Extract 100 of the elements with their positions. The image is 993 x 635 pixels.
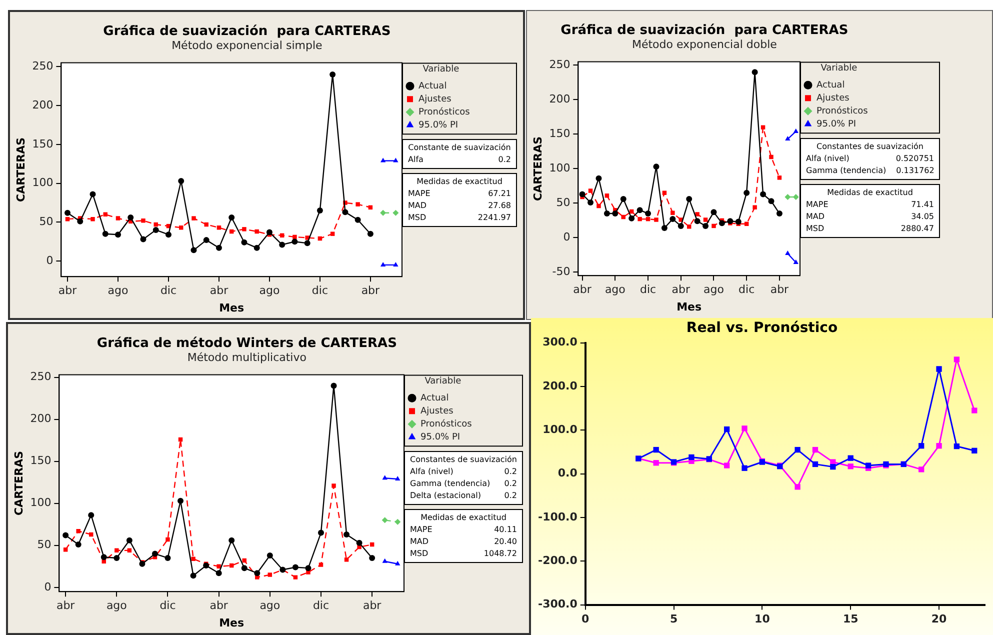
point	[75, 542, 82, 548]
x-tick-label: abr	[672, 283, 690, 296]
y-tick-label: 250	[32, 60, 54, 73]
point	[114, 554, 120, 561]
y-axis-title: CARTERAS	[14, 137, 28, 202]
point	[794, 484, 800, 490]
chart-subtitle: Método exponencial doble	[632, 38, 778, 52]
point	[760, 125, 766, 130]
legend-label: Pronósticos	[418, 106, 470, 118]
point	[344, 558, 349, 562]
point	[241, 239, 248, 246]
legend-label: Actual	[418, 81, 447, 92]
point	[139, 560, 146, 567]
point	[203, 237, 210, 244]
x-tick-label: abr	[770, 283, 790, 296]
point	[367, 230, 374, 237]
point	[688, 454, 694, 460]
point	[141, 218, 146, 223]
point	[330, 382, 337, 389]
x-tick-label: ago	[259, 284, 280, 298]
point	[654, 218, 658, 222]
point	[769, 154, 774, 160]
x-tick-label: ago	[704, 283, 724, 296]
y-tick-label: 0	[46, 254, 54, 267]
x-tick-label: ago	[106, 599, 128, 612]
text: Constante de suavización Alfa 0.2	[408, 142, 511, 164]
point	[848, 455, 854, 461]
point	[776, 210, 782, 217]
point	[254, 244, 260, 251]
point	[936, 443, 942, 449]
x-tick-label: 10	[754, 612, 770, 626]
point	[356, 202, 360, 206]
y-tick-label: 100	[32, 176, 54, 190]
point	[190, 572, 196, 579]
point	[752, 205, 757, 210]
point	[178, 178, 184, 184]
point	[727, 218, 734, 224]
y-tick-label: 150	[32, 137, 54, 150]
point	[279, 242, 286, 248]
text: Constantes de suavización Alfa (nivel) 0.2 Gamma (tendencia) 0.2 Delta (estacional) 0.2	[410, 454, 517, 500]
legend-title: Variable	[424, 376, 462, 387]
point	[204, 222, 208, 227]
point	[694, 218, 700, 224]
point	[653, 446, 659, 453]
y-tick-label: 0.0	[558, 466, 578, 480]
x-tick-label: 0	[582, 612, 590, 626]
point	[102, 230, 108, 237]
x-tick-label: dic	[312, 284, 328, 298]
point	[645, 210, 652, 217]
point	[742, 426, 748, 432]
point	[620, 196, 626, 202]
y-axis-title: CARTERAS	[531, 136, 544, 201]
point	[653, 460, 659, 466]
point	[936, 366, 942, 372]
text: Constantes de suavización Alfa (nivel) 0.520751 Gamma (tendencia) 0.131762	[806, 142, 934, 175]
point	[588, 199, 594, 206]
point	[292, 564, 298, 570]
point	[100, 554, 107, 560]
point	[266, 552, 273, 558]
x-tick-label: dic	[160, 284, 177, 298]
point	[126, 537, 132, 544]
point	[356, 540, 362, 546]
point	[62, 532, 69, 538]
text: Medidas de exactitud MAPE 67.21 MAD 27.68 MSD 2241.97	[408, 176, 511, 222]
point	[152, 226, 159, 233]
text: Medidas de exactitud MAPE 71.41 MAD 34.05 MSD 2880.47	[806, 188, 934, 233]
point	[304, 240, 310, 246]
point	[830, 464, 836, 470]
point	[712, 224, 716, 228]
y-tick-label: 50	[37, 538, 52, 552]
y-tick-label: 200.0	[542, 379, 578, 392]
point	[166, 537, 170, 542]
point	[318, 530, 324, 536]
y-tick-label: -200.0	[538, 554, 578, 567]
point	[114, 232, 121, 238]
chart-subtitle: Método exponencial simple	[172, 39, 323, 52]
point	[241, 565, 248, 572]
point	[760, 191, 766, 198]
point	[718, 220, 725, 226]
point	[612, 210, 618, 217]
chart-title: Real vs. Pronóstico	[686, 320, 838, 336]
point	[954, 443, 960, 450]
point	[661, 225, 668, 232]
point	[90, 191, 96, 198]
point	[596, 204, 601, 208]
point	[164, 554, 171, 561]
x-tick-label: abr	[210, 284, 229, 298]
point	[954, 356, 960, 362]
x-tick-label: 5	[670, 612, 678, 626]
y-tick-label: 200	[549, 92, 570, 106]
point	[848, 464, 854, 470]
point	[190, 247, 197, 254]
y-tick-label: 0	[563, 230, 570, 244]
x-tick-label: ago	[260, 599, 280, 612]
y-tick-label: 200	[30, 412, 52, 426]
legend-label: Ajustes	[420, 406, 454, 416]
legend-title: Variable	[820, 64, 858, 74]
x-axis-title: Mes	[219, 616, 245, 630]
y-tick-label: -100.0	[538, 510, 578, 524]
point	[64, 210, 71, 216]
